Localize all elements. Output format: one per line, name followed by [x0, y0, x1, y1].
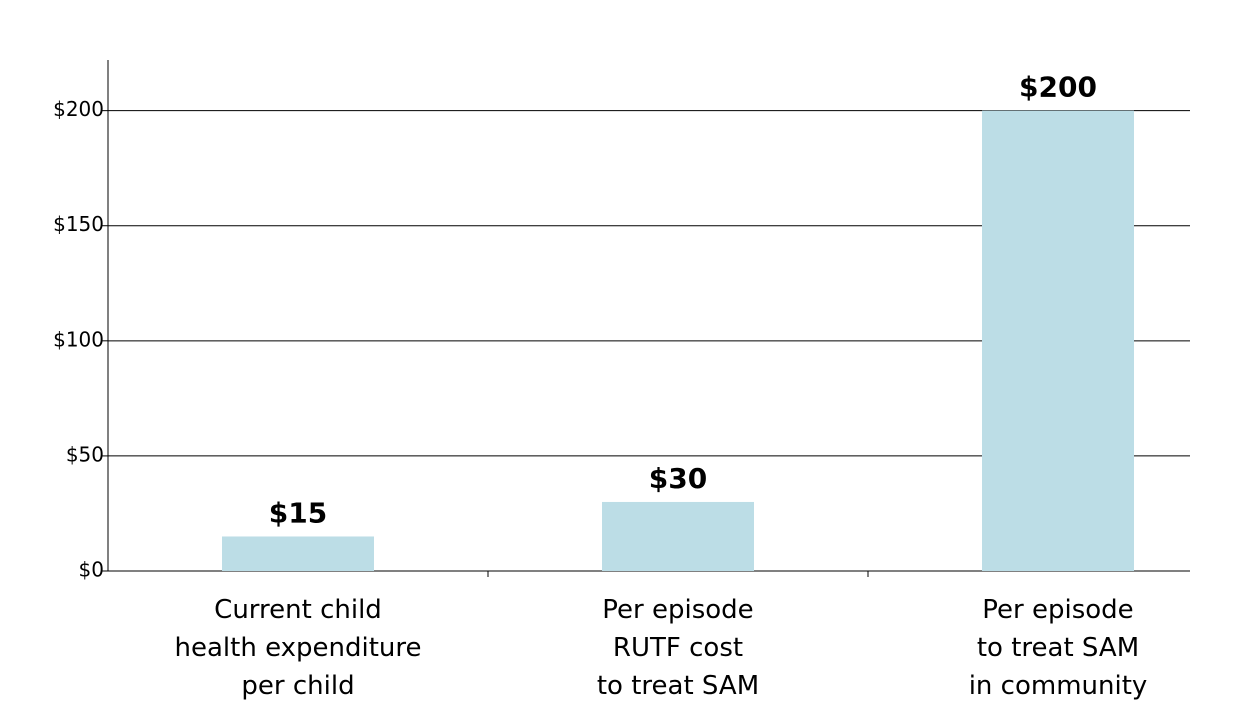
- value-label: $200: [1019, 71, 1097, 104]
- x-tick-label: Per episode RUTF cost to treat SAM: [596, 595, 760, 701]
- bar: [982, 110, 1134, 571]
- y-tick-label: $100: [53, 327, 104, 351]
- x-tick-label: Current child health expenditure per chi…: [174, 595, 422, 701]
- x-tick-label: Per episode to treat SAM in community: [968, 595, 1148, 701]
- y-tick-label: $50: [66, 442, 104, 466]
- y-tick-label: $150: [53, 212, 104, 236]
- y-tick-label: $200: [53, 97, 104, 121]
- y-tick-label: $0: [79, 558, 104, 582]
- value-label: $30: [649, 462, 707, 495]
- bar: [222, 536, 374, 571]
- bar: [602, 501, 754, 571]
- value-label: $15: [269, 496, 327, 529]
